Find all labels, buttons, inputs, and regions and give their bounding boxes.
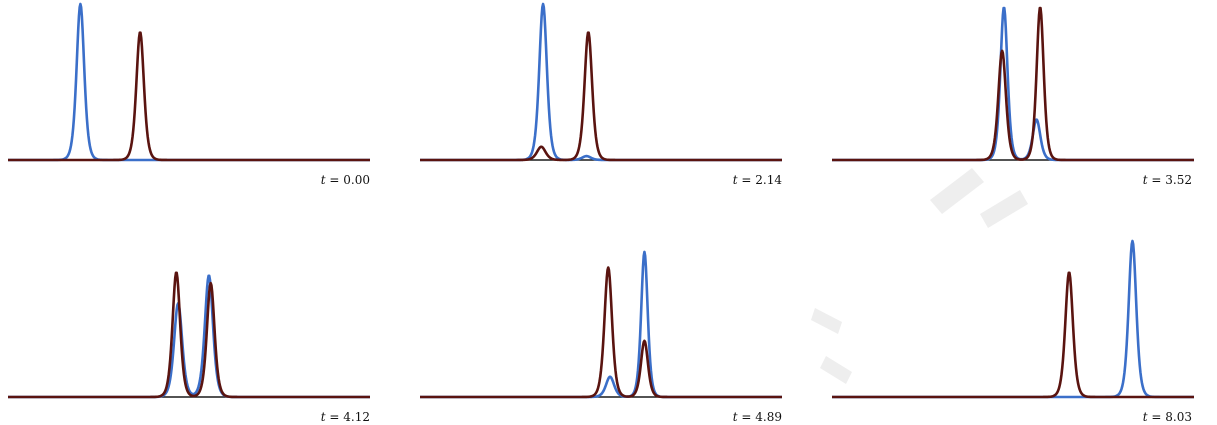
time-value: = 2.14 bbox=[738, 173, 783, 187]
blue-wave-curve bbox=[831, 239, 1195, 399]
watermark-stroke-4 bbox=[820, 356, 852, 384]
time-variable: t bbox=[733, 410, 738, 424]
panel-3: t = 3.52 bbox=[831, 6, 1195, 187]
time-label: t = 4.12 bbox=[321, 410, 370, 424]
watermark-stroke-2 bbox=[980, 190, 1028, 228]
time-variable: t bbox=[1143, 173, 1148, 187]
time-label: t = 0.00 bbox=[321, 173, 370, 187]
brown-wave-curve bbox=[7, 31, 371, 162]
blue-wave-curve bbox=[7, 274, 371, 399]
time-variable: t bbox=[321, 410, 326, 424]
panel-6: t = 8.03 bbox=[831, 239, 1195, 424]
time-variable: t bbox=[321, 173, 326, 187]
panel-1: t = 0.00 bbox=[7, 2, 371, 187]
watermark bbox=[811, 168, 1028, 384]
brown-wave-curve bbox=[831, 271, 1195, 399]
time-label: t = 4.89 bbox=[733, 410, 782, 424]
time-label: t = 8.03 bbox=[1143, 410, 1192, 424]
time-variable: t bbox=[733, 173, 738, 187]
time-label: t = 2.14 bbox=[733, 173, 783, 187]
panel-4: t = 4.12 bbox=[7, 271, 371, 424]
brown-wave-curve bbox=[419, 266, 783, 399]
time-label: t = 3.52 bbox=[1143, 173, 1192, 187]
blue-wave-curve bbox=[7, 2, 371, 162]
time-value: = 4.89 bbox=[738, 410, 782, 424]
watermark-stroke-3 bbox=[811, 308, 842, 334]
time-value: = 3.52 bbox=[1148, 173, 1192, 187]
brown-wave-curve bbox=[7, 271, 371, 399]
blue-wave-curve bbox=[419, 2, 783, 162]
panels: t = 0.00 t = 2.14 t = 3.52t = 4.12 t = 4.89… bbox=[7, 2, 1195, 424]
time-value: = 0.00 bbox=[326, 173, 370, 187]
watermark-stroke-1 bbox=[930, 168, 984, 214]
time-value: = 8.03 bbox=[1148, 410, 1192, 424]
time-value: = 4.12 bbox=[326, 410, 370, 424]
brown-wave-curve bbox=[831, 6, 1195, 162]
panel-5: t = 4.89 bbox=[419, 250, 783, 424]
brown-wave-curve bbox=[419, 31, 783, 162]
panel-2: t = 2.14 bbox=[419, 2, 783, 187]
blue-wave-curve bbox=[831, 6, 1195, 162]
time-variable: t bbox=[1143, 410, 1148, 424]
